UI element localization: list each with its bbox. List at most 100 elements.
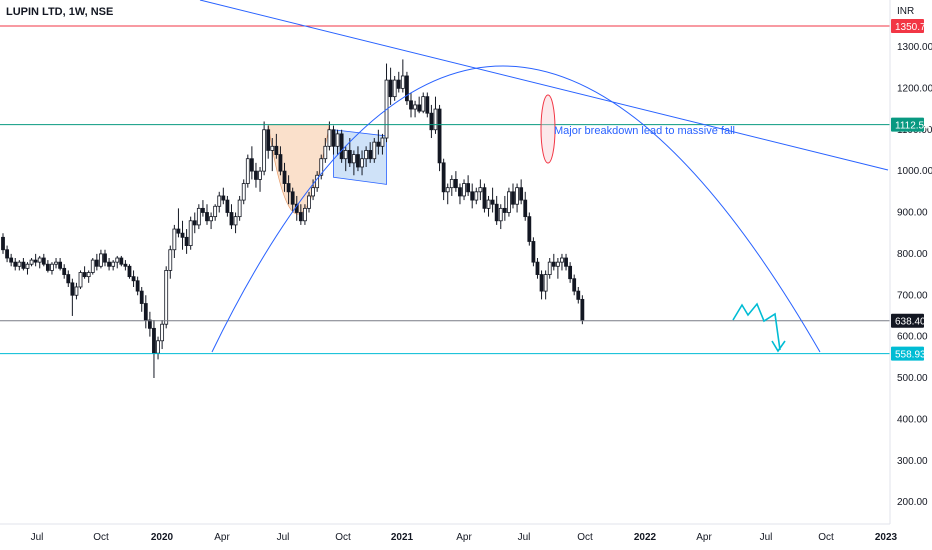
candle — [9, 253, 14, 267]
time-axis: Jul Oct 2020 Apr Jul Oct 2021 Apr Jul Oct 2022 Apr J… — [0, 523, 898, 543]
candle — [429, 104, 434, 139]
candle — [376, 129, 381, 155]
candle-body — [519, 187, 524, 201]
candle-body — [184, 236, 189, 246]
candle-body — [278, 154, 283, 172]
candle-body — [413, 104, 417, 110]
candle — [209, 212, 213, 230]
candle — [221, 187, 226, 205]
candle — [82, 266, 87, 279]
candle-body — [245, 158, 250, 184]
candle-body — [70, 282, 75, 296]
candle — [99, 249, 103, 269]
candle — [405, 71, 409, 105]
candle-body — [409, 100, 413, 110]
candle-body — [515, 187, 519, 205]
candle-body — [217, 195, 222, 207]
candle-body — [62, 267, 67, 275]
candle — [1, 233, 5, 254]
candle — [319, 154, 324, 180]
candle-body — [29, 259, 34, 265]
candle-body — [176, 228, 181, 234]
time-tick-label: 2021 — [391, 532, 414, 543]
candle — [409, 92, 413, 118]
candle-body — [298, 212, 303, 222]
candle — [270, 138, 275, 172]
candle — [445, 183, 450, 205]
candle — [13, 258, 18, 271]
candle — [335, 129, 340, 155]
candle-body — [180, 232, 185, 238]
candle-body — [490, 199, 495, 205]
candle — [413, 100, 417, 118]
candle — [164, 266, 169, 329]
candle — [86, 270, 91, 283]
candle-body — [360, 158, 364, 168]
candle — [311, 179, 315, 201]
candle-body — [494, 203, 499, 222]
candle-body — [339, 133, 344, 160]
candle — [123, 260, 128, 271]
time-tick-label: Oct — [335, 532, 351, 543]
candle-body — [139, 290, 144, 304]
candlestick-series — [1, 59, 585, 378]
candle-body — [25, 263, 30, 269]
candle-body — [400, 75, 405, 89]
candle-body — [164, 270, 169, 325]
price-tick-label: 1300.00 — [897, 42, 932, 53]
horizontal-levels — [0, 25, 890, 355]
candle — [331, 125, 336, 155]
candle-body — [560, 257, 564, 263]
candle — [547, 258, 552, 279]
candle-body — [99, 253, 103, 267]
candle-body — [445, 187, 450, 193]
candle — [180, 220, 185, 250]
candle-body — [270, 145, 275, 151]
candle-body — [347, 150, 352, 164]
candle-body — [392, 79, 397, 98]
candle-body — [237, 199, 242, 218]
candle — [470, 183, 475, 209]
candle — [290, 187, 295, 213]
candle — [274, 133, 279, 159]
candle — [41, 253, 46, 267]
candle — [392, 75, 397, 101]
candle — [417, 96, 422, 114]
candle — [523, 191, 528, 221]
candle — [343, 146, 348, 172]
breakdown-annotation: Major breakdown lead to massive fall — [554, 125, 735, 137]
candle-body — [303, 207, 307, 222]
candle-body — [78, 272, 83, 288]
candle-body — [368, 150, 373, 160]
candle-body — [107, 261, 111, 267]
candle-body — [576, 290, 581, 300]
candle — [441, 158, 446, 201]
candle-body — [188, 220, 193, 246]
candle-body — [547, 261, 552, 275]
candle — [551, 253, 556, 271]
candle — [360, 150, 364, 176]
candle — [498, 204, 503, 230]
candle — [396, 71, 401, 93]
candle-body — [511, 191, 515, 205]
candle-body — [458, 187, 462, 197]
candle — [172, 224, 177, 259]
candle — [286, 175, 291, 205]
candle — [94, 253, 99, 271]
candle-body — [466, 183, 471, 193]
candle-body — [470, 191, 475, 201]
level-price-tag-label: 638.40 — [895, 317, 926, 328]
candle-body — [535, 261, 540, 275]
candle — [437, 104, 442, 172]
candle-body — [37, 257, 42, 263]
candle — [25, 262, 30, 275]
candle-body — [474, 191, 479, 201]
candle-body — [376, 141, 381, 147]
candle — [184, 229, 189, 254]
time-tick-label: Apr — [696, 532, 712, 543]
candle-body — [486, 199, 491, 209]
candle-body — [555, 261, 560, 267]
rounding-arc — [211, 65, 821, 353]
time-tick-label: Jul — [277, 532, 290, 543]
